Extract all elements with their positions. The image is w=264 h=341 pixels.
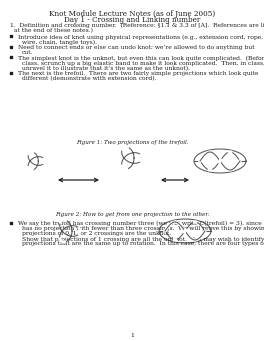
Text: projections that are the same up to rotation.  In this case, there are four type: projections that are the same up to rota… bbox=[22, 241, 264, 247]
Text: Figure 2: How to get from one projection to the other.: Figure 2: How to get from one projection… bbox=[55, 212, 209, 217]
Text: We say the trefoil has crossing number three (we will write C(trefoil) = 3), sin: We say the trefoil has crossing number t… bbox=[18, 221, 264, 226]
Text: at the end of these notes.): at the end of these notes.) bbox=[14, 28, 93, 33]
Text: Introduce idea of knot using physical representations (e.g., extension cord, rop: Introduce idea of knot using physical re… bbox=[18, 34, 263, 40]
Text: 1.  Definition and crossing number.  (Reference: §1.1 & 3.3 of [A].  References : 1. Definition and crossing number. (Refe… bbox=[10, 23, 264, 28]
Text: Figure 1: Two projections of the trefoil.: Figure 1: Two projections of the trefoil… bbox=[76, 140, 188, 145]
Text: different (demonstrate with extension cord).: different (demonstrate with extension co… bbox=[22, 76, 157, 81]
Text: The next is the trefoil.  There are two fairly simple projections which look qui: The next is the trefoil. There are two f… bbox=[18, 71, 258, 76]
Text: unravel it to illustrate that it’s the same as the unknot).: unravel it to illustrate that it’s the s… bbox=[22, 65, 190, 71]
Text: Need to connect ends or else can undo knot; we’re allowed to do anything but: Need to connect ends or else can undo kn… bbox=[18, 45, 254, 50]
Text: Show that projections of 1 crossing are all the unknot.  You may wish to identif: Show that projections of 1 crossing are … bbox=[22, 237, 264, 241]
Text: cut.: cut. bbox=[22, 50, 34, 55]
Text: wire, chain, tangle toys).: wire, chain, tangle toys). bbox=[22, 40, 97, 45]
Text: has no projection with fewer than three crossings.  We will prove this by showin: has no projection with fewer than three … bbox=[22, 226, 264, 231]
Text: The simplest knot is the unknot, but even this can look quite complicated.  (Bef: The simplest knot is the unknot, but eve… bbox=[18, 56, 264, 61]
Text: projections of 0, 1, or 2 crossings are the unknot.: projections of 0, 1, or 2 crossings are … bbox=[22, 231, 171, 236]
Text: 1: 1 bbox=[130, 333, 134, 338]
Text: Knot Module Lecture Notes (as of June 2005): Knot Module Lecture Notes (as of June 20… bbox=[49, 11, 215, 18]
Text: Day 1 - Crossing and Linking number: Day 1 - Crossing and Linking number bbox=[64, 16, 200, 24]
Text: class, scrunch up a big elastic band to make it look complicated.  Then, in clas: class, scrunch up a big elastic band to … bbox=[22, 60, 264, 65]
